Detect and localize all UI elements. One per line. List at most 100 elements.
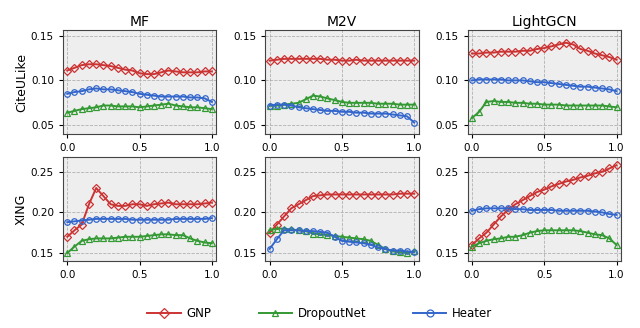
Heater xyxy=(324,231,332,235)
Heater xyxy=(100,87,108,91)
GNP xyxy=(143,204,150,208)
DropoutNet xyxy=(490,99,497,103)
Line: Heater: Heater xyxy=(469,206,620,217)
GNP xyxy=(410,59,418,63)
DropoutNet xyxy=(107,104,115,108)
GNP xyxy=(548,184,556,188)
GNP xyxy=(562,41,570,45)
GNP xyxy=(280,57,288,61)
GNP xyxy=(331,58,339,62)
Heater xyxy=(85,218,93,222)
GNP xyxy=(533,190,541,194)
Heater xyxy=(143,218,150,222)
Heater xyxy=(273,103,281,107)
DropoutNet xyxy=(136,235,143,239)
Heater xyxy=(562,209,570,213)
GNP xyxy=(374,59,382,63)
Heater xyxy=(164,94,172,98)
GNP xyxy=(63,69,71,72)
Heater xyxy=(193,95,201,99)
DropoutNet xyxy=(612,105,620,109)
DropoutNet xyxy=(287,102,295,106)
DropoutNet xyxy=(598,233,606,237)
GNP xyxy=(273,223,281,227)
GNP xyxy=(193,202,201,206)
GNP xyxy=(309,57,317,61)
DropoutNet xyxy=(353,236,360,240)
GNP xyxy=(518,198,526,202)
GNP xyxy=(114,204,122,208)
DropoutNet xyxy=(316,232,324,236)
GNP xyxy=(208,201,216,205)
Heater xyxy=(584,85,591,89)
DropoutNet xyxy=(316,94,324,98)
GNP xyxy=(92,62,100,66)
Heater xyxy=(157,94,165,98)
Heater xyxy=(504,206,512,210)
Heater xyxy=(381,112,389,115)
DropoutNet xyxy=(193,105,201,109)
GNP xyxy=(338,193,346,196)
GNP xyxy=(273,58,281,62)
DropoutNet xyxy=(483,239,490,243)
DropoutNet xyxy=(85,106,93,110)
DropoutNet xyxy=(121,235,129,239)
GNP xyxy=(186,71,194,74)
Heater xyxy=(266,104,273,108)
DropoutNet xyxy=(570,104,577,108)
DropoutNet xyxy=(367,101,374,105)
GNP xyxy=(591,51,598,55)
DropoutNet xyxy=(562,104,570,108)
GNP xyxy=(381,59,389,63)
DropoutNet xyxy=(338,235,346,239)
GNP xyxy=(100,194,108,198)
DropoutNet xyxy=(483,100,490,104)
Heater xyxy=(136,218,143,222)
Legend: GNP, DropoutNet, Heater: GNP, DropoutNet, Heater xyxy=(145,304,495,322)
Line: Heater: Heater xyxy=(267,228,417,255)
DropoutNet xyxy=(280,103,288,107)
GNP xyxy=(468,243,476,247)
DropoutNet xyxy=(302,97,310,101)
DropoutNet xyxy=(605,236,613,240)
Heater xyxy=(179,217,187,221)
Heater xyxy=(396,113,404,117)
GNP xyxy=(374,193,382,196)
DropoutNet xyxy=(85,237,93,241)
DropoutNet xyxy=(360,101,367,105)
GNP xyxy=(179,71,187,74)
Heater xyxy=(309,107,317,111)
DropoutNet xyxy=(294,101,302,105)
Heater xyxy=(591,210,598,214)
Heater xyxy=(403,250,411,254)
GNP xyxy=(511,202,519,206)
GNP xyxy=(164,201,172,205)
Heater xyxy=(612,213,620,217)
GNP xyxy=(150,72,158,76)
DropoutNet xyxy=(186,236,194,240)
GNP xyxy=(172,202,180,206)
Heater xyxy=(548,208,556,212)
Heater xyxy=(78,218,86,222)
GNP xyxy=(186,202,194,206)
Heater xyxy=(577,209,584,213)
Heater xyxy=(294,105,302,109)
Heater xyxy=(490,77,497,81)
Line: DropoutNet: DropoutNet xyxy=(267,226,417,256)
DropoutNet xyxy=(266,228,273,232)
DropoutNet xyxy=(468,245,476,249)
Heater xyxy=(63,92,71,96)
Heater xyxy=(129,218,136,222)
Heater xyxy=(540,80,548,84)
DropoutNet xyxy=(526,231,534,235)
GNP xyxy=(172,70,180,73)
DropoutNet xyxy=(584,104,591,108)
Heater xyxy=(598,211,606,215)
Heater xyxy=(605,87,613,91)
GNP xyxy=(121,68,129,72)
Heater xyxy=(70,219,78,223)
GNP xyxy=(78,63,86,67)
GNP xyxy=(367,193,374,196)
Line: GNP: GNP xyxy=(469,40,620,63)
DropoutNet xyxy=(540,103,548,107)
